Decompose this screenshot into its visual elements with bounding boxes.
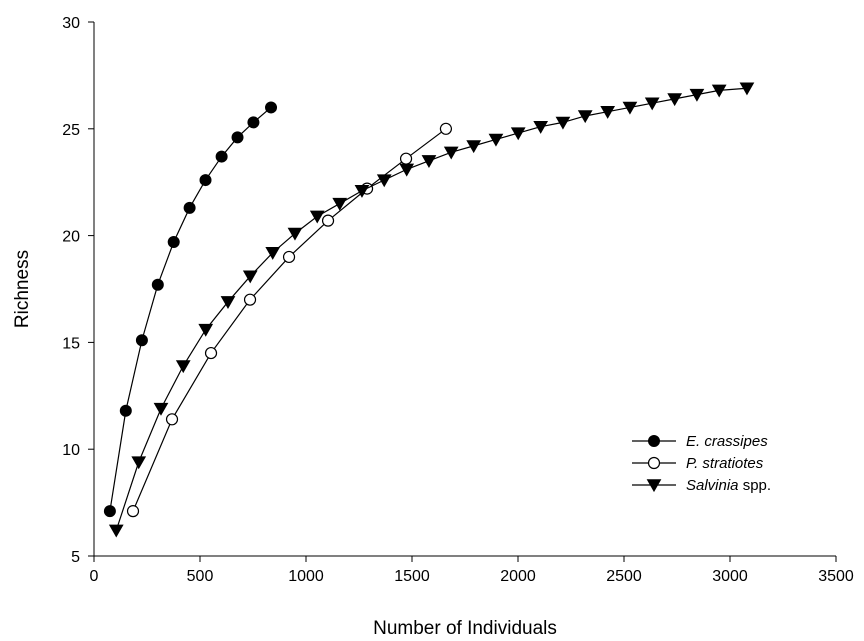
y-tick-label: 25 [62, 122, 80, 139]
y-axis-title: Richness [12, 250, 33, 328]
data-point [231, 131, 244, 144]
data-point [466, 140, 482, 154]
data-point [533, 120, 549, 134]
legend-marker [647, 456, 661, 470]
data-point [282, 250, 296, 264]
series-1 [126, 122, 453, 518]
x-tick-label: 2500 [606, 568, 642, 585]
series-2 [108, 82, 755, 538]
y-tick-label: 15 [62, 335, 80, 352]
data-point [439, 122, 453, 135]
data-point [265, 246, 281, 260]
data-point [126, 505, 140, 518]
data-point [220, 296, 236, 309]
series-line [132, 128, 447, 512]
data-point [577, 110, 593, 124]
data-point [247, 116, 260, 129]
x-axis-title: Number of Individuals [373, 618, 557, 639]
data-point [443, 146, 459, 160]
data-point [421, 155, 437, 169]
data-point [204, 346, 218, 360]
data-point [135, 334, 148, 347]
y-tick-label: 5 [71, 549, 80, 566]
x-tick-label: 3500 [818, 568, 854, 585]
x-tick-label: 1500 [394, 568, 430, 585]
legend-label: P. stratiotes [686, 455, 764, 472]
data-point [215, 150, 228, 163]
axes: 0 500 1000 1500 2000 2500 3000 3500 5 10 15 20 25 30 [62, 15, 854, 585]
x-tick-label: 1000 [288, 568, 324, 585]
data-point [488, 133, 504, 147]
data-point [399, 152, 413, 165]
data-point [667, 93, 683, 107]
y-tick-label: 10 [62, 442, 80, 459]
data-point [103, 505, 116, 518]
data-point [309, 210, 325, 224]
data-point [242, 270, 258, 284]
data-point [555, 116, 571, 130]
data-point [199, 174, 212, 187]
data-point [622, 101, 638, 115]
data-point [108, 524, 124, 538]
y-tick-label: 30 [62, 15, 80, 32]
data-point [711, 84, 727, 98]
series-line [109, 106, 272, 512]
data-point [151, 278, 164, 291]
data-point [332, 197, 348, 211]
data-point [243, 293, 257, 306]
data-point [153, 402, 169, 416]
x-tick-label: 500 [187, 568, 214, 585]
data-point [287, 227, 303, 241]
data-point [198, 323, 214, 337]
data-point [167, 236, 180, 249]
data-point [376, 174, 392, 188]
data-point [510, 127, 526, 141]
legend-marker [646, 479, 662, 493]
data-point [399, 163, 415, 177]
legend-label: E. crassipes [686, 433, 768, 450]
data-point [689, 88, 705, 102]
data-point [600, 106, 616, 119]
legend-marker [648, 435, 660, 447]
y-tick-label: 20 [62, 229, 80, 246]
data-point [354, 185, 370, 198]
series-layer [103, 82, 755, 538]
data-point [739, 82, 755, 96]
data-point [175, 360, 191, 374]
legend: E. crassipes P. stratiotes Salvinia spp. [632, 433, 771, 494]
data-point [165, 413, 179, 426]
data-point [183, 201, 196, 214]
legend-label: Salvinia spp. [686, 477, 771, 494]
x-tick-label: 0 [90, 568, 99, 585]
x-tick-label: 2000 [500, 568, 536, 585]
data-point [321, 214, 335, 227]
data-point [265, 101, 278, 114]
data-point [131, 456, 147, 470]
data-point [644, 97, 660, 111]
series-0 [103, 101, 278, 518]
data-point [119, 404, 132, 417]
x-tick-label: 3000 [712, 568, 748, 585]
